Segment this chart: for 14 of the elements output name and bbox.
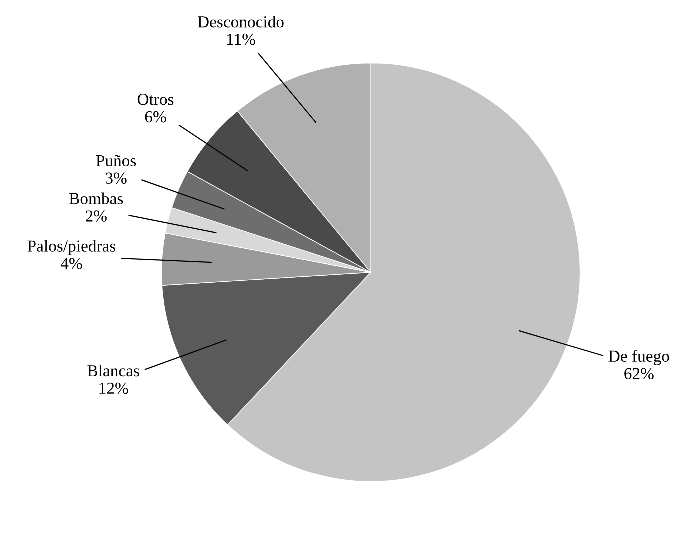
slice-label: Blancas: [88, 364, 140, 377]
data-label: 11%: [228, 34, 256, 46]
slice-label: Bombas: [70, 192, 124, 204]
data-label: 6%: [145, 111, 166, 123]
slice-label: Desconocido: [198, 16, 284, 28]
slice-label: Otros: [138, 94, 174, 106]
slice-label: Palos/piedras: [28, 240, 116, 256]
slice-label: De fuego: [608, 350, 670, 366]
slice-label: Puños: [96, 155, 136, 167]
data-label: 12%: [100, 382, 128, 394]
data-label: 4%: [60, 258, 82, 270]
data-label: 3%: [106, 172, 127, 184]
data-label: 2%: [86, 210, 107, 222]
data-label: 62%: [624, 368, 654, 380]
